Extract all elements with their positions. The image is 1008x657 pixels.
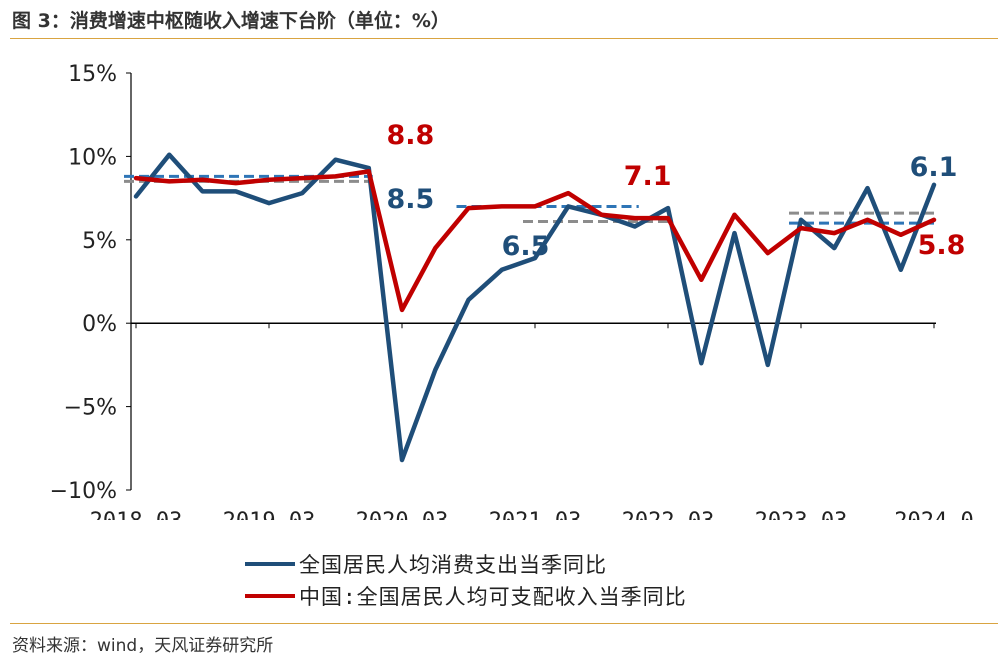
source-note: 资料来源：wind，天风证券研究所 — [12, 636, 274, 656]
legend-item-consumption: 全国居民人均消费支出当季同比 — [245, 548, 687, 580]
average-value-label: 7.1 — [624, 161, 672, 192]
legend-label-income: 中国:全国居民人均可支配收入当季同比 — [299, 585, 687, 609]
y-tick-label: 5% — [82, 229, 117, 254]
x-tick-label: 2021-03 — [489, 509, 582, 520]
y-tick-label: 15% — [68, 62, 117, 87]
y-tick-label: −5% — [64, 396, 117, 421]
legend-swatch-income — [245, 594, 295, 598]
x-tick-label: 2020-03 — [356, 509, 449, 520]
average-value-label: 6.5 — [502, 231, 550, 262]
legend-item-income: 中国:全国居民人均可支配收入当季同比 — [245, 580, 687, 612]
legend-swatch-consumption — [245, 562, 295, 566]
line-chart: 15% 10% 5% 0% −5% −10% 2018-03 2019-03 2020-03 20… — [50, 62, 974, 520]
average-value-label: 8.8 — [386, 120, 434, 151]
source-divider — [10, 623, 998, 624]
title-divider — [10, 38, 998, 39]
average-value-label: 8.5 — [386, 184, 434, 215]
legend: 全国居民人均消费支出当季同比 中国:全国居民人均可支配收入当季同比 — [245, 548, 687, 612]
income-series-line — [133, 169, 937, 313]
x-tick-label: 2024-0 — [894, 509, 973, 520]
y-tick-label: −10% — [50, 479, 117, 504]
x-tick-label: 2018-03 — [90, 509, 183, 520]
consumption-series-line — [133, 152, 937, 463]
x-tick-label: 2019-03 — [223, 509, 316, 520]
x-tick-label: 2022-03 — [622, 509, 715, 520]
average-value-label: 5.8 — [918, 230, 966, 261]
chart-title: 图 3：消费增速中枢随收入增速下台阶（单位：%） — [12, 10, 450, 32]
legend-label-consumption: 全国居民人均消费支出当季同比 — [299, 553, 607, 577]
x-tick-label: 2023-03 — [755, 509, 848, 520]
average-value-label: 6.1 — [910, 152, 958, 183]
y-tick-label: 0% — [82, 312, 117, 337]
y-tick-label: 10% — [68, 145, 117, 170]
